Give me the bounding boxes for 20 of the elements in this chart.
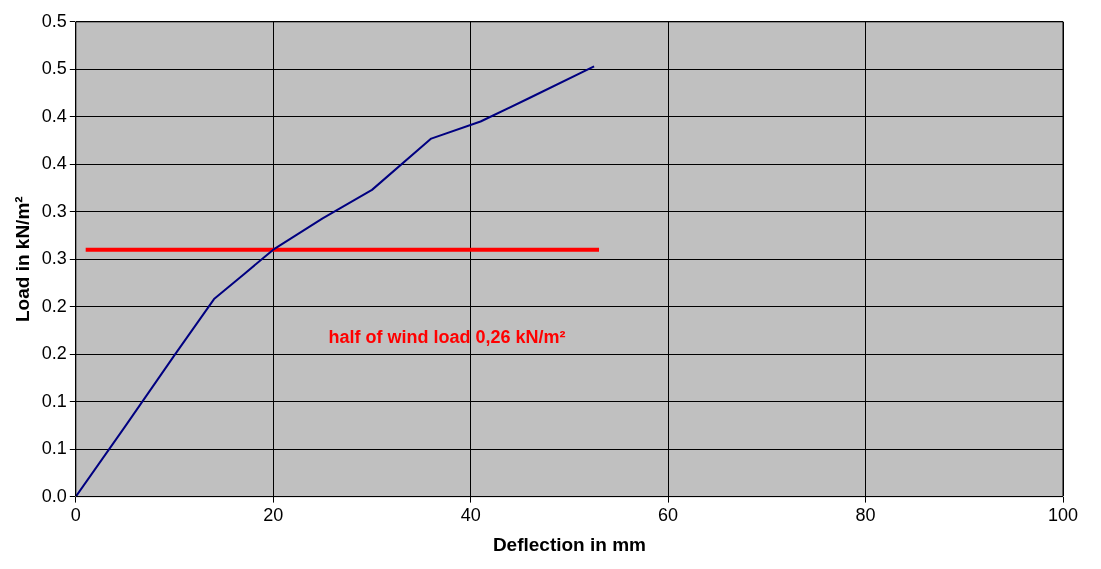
y-tick-label: 0.4 <box>41 153 67 174</box>
x-tick-label: 40 <box>460 505 481 526</box>
x-tick-label: 60 <box>658 505 679 526</box>
x-axis-title: Deflection in mm <box>492 533 646 555</box>
y-tick-label: 0.4 <box>41 105 67 126</box>
y-tick-label: 0.1 <box>41 390 67 411</box>
y-axis-title: Load in kN/m² <box>11 196 33 323</box>
y-tick-label: 0.1 <box>41 438 67 459</box>
x-tick-label: 100 <box>1047 505 1079 526</box>
annotation: half of wind load 0,26 kN/m² <box>328 326 566 347</box>
y-tick-label: 0.3 <box>41 248 67 269</box>
y-tick-label: 0.5 <box>41 10 67 31</box>
y-tick-label: 0.5 <box>41 58 67 79</box>
x-tick-label: 20 <box>263 505 284 526</box>
y-tick-label: 0.2 <box>41 295 67 316</box>
x-tick-label: 0 <box>70 505 81 526</box>
x-tick-label: 80 <box>855 505 876 526</box>
y-tick-label: 0.0 <box>41 485 67 506</box>
y-tick-label: 0.3 <box>41 200 67 221</box>
y-tick-label: 0.2 <box>41 343 67 364</box>
